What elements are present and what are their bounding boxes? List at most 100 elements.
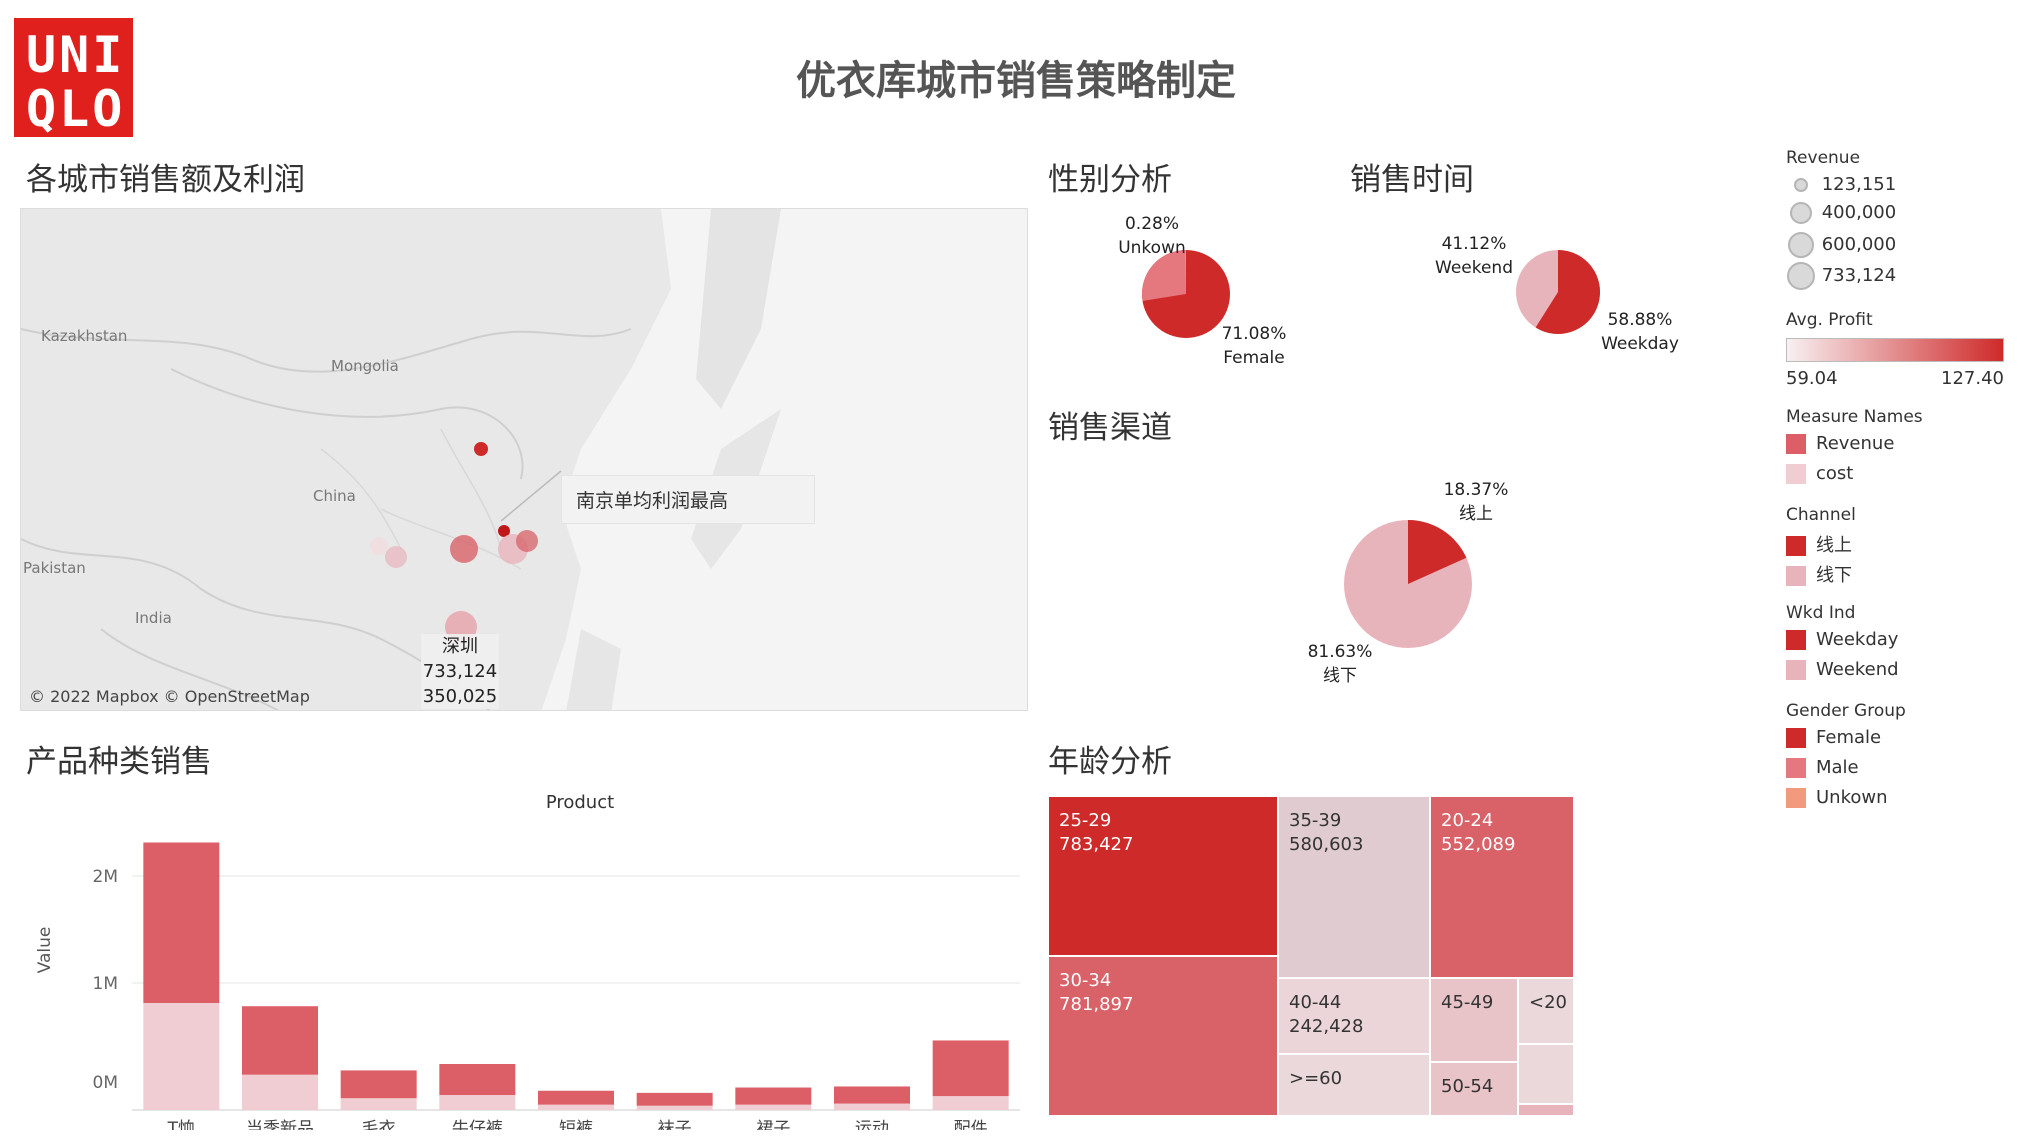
city-bubble[interactable] (516, 530, 538, 552)
profit-min: 59.04 (1786, 368, 1838, 389)
section-title-map: 各城市销售额及利润 (26, 162, 305, 198)
size-circle-icon (1788, 232, 1814, 258)
bar-cost (932, 1096, 1009, 1110)
time-weekend-label: 41.12% Weekend (1426, 232, 1522, 280)
treemap-cell[interactable] (1518, 1104, 1574, 1116)
product-bar-svg: Product Value 0M 1M 2M T恤 当季新品 毛衣 牛仔裤 短裤 袜子 裙子 运动 配件 (35, 792, 1020, 1136)
uniqlo-logo: UNI QLO (14, 18, 133, 137)
gender-unknown-label: 0.28% Unkown (1100, 212, 1204, 260)
treemap-cell[interactable]: 25-29 783,427 (1048, 796, 1278, 956)
map-label-kazakhstan: Kazakhstan (41, 327, 128, 345)
legend-gender-item[interactable]: Male (1786, 757, 2026, 781)
treemap-value-label: 781,897 (1059, 994, 1134, 1015)
legend-revenue-label: 400,000 (1821, 202, 1897, 223)
city-bubble[interactable] (370, 537, 388, 555)
gender-female-name: Female (1223, 348, 1285, 368)
legend-panel: Revenue 123,151 400,000 600,000 733,124 … (1786, 148, 2026, 811)
legend-gender-item[interactable]: Female (1786, 727, 2026, 751)
product-bar-chart[interactable]: Product Value 0M 1M 2M T恤 当季新品 毛衣 牛仔裤 短裤 袜子 裙子 运动 配件 (0, 790, 1030, 1136)
treemap-value-label: 242,428 (1289, 1016, 1364, 1037)
legend-measure-item[interactable]: Revenue (1786, 433, 2026, 457)
gender-pie-male[interactable] (1142, 250, 1186, 301)
legend-gender-title: Gender Group (1786, 701, 1906, 721)
bar-cost (242, 1074, 318, 1110)
legend-channel-item[interactable]: 线下 (1786, 561, 2026, 586)
color-swatch-icon (1786, 536, 1806, 556)
city-sales-map[interactable]: Kazakhstan Mongolia China Pakistan India… (20, 208, 1028, 711)
city-bubble[interactable] (450, 535, 478, 563)
bar-revenue (439, 1063, 516, 1096)
bar-cost (735, 1104, 812, 1110)
bar-revenue (636, 1092, 713, 1106)
bar-revenue (143, 842, 220, 1003)
gender-pie-chart[interactable] (1140, 248, 1232, 340)
bar-cost (340, 1098, 417, 1110)
treemap-age-label: 35-39 (1289, 810, 1342, 831)
legend-channel-item[interactable]: 线上 (1786, 531, 2026, 556)
legend-revenue-item[interactable]: 733,124 (1786, 262, 2026, 292)
treemap-age-label: >=60 (1289, 1068, 1343, 1089)
channel-offline-pct: 81.63% (1307, 642, 1373, 662)
bar-cost (439, 1095, 516, 1110)
treemap-age-label: 30-34 (1059, 970, 1112, 991)
city-bubble[interactable] (385, 546, 407, 568)
profit-range: 59.04 127.40 (1786, 368, 2004, 389)
bar-revenue (735, 1087, 812, 1105)
treemap-cell[interactable]: 40-44 242,428 (1278, 978, 1430, 1054)
city-bubble[interactable] (474, 442, 488, 456)
treemap-age-label: 50-54 (1441, 1076, 1494, 1097)
channel-pie-online[interactable] (1408, 520, 1467, 584)
bar-chart-title: Product (546, 792, 614, 813)
color-swatch-icon (1786, 728, 1806, 748)
city-bubble[interactable] (498, 525, 510, 537)
y-tick-label: 0M (93, 1073, 118, 1093)
legend-gender-label: Unkown (1816, 787, 1888, 808)
legend-measure-item[interactable]: cost (1786, 463, 2026, 487)
legend-gender-label: Male (1816, 757, 1859, 778)
y-axis-label: Value (35, 927, 55, 974)
gender-pie-unknown[interactable] (1185, 249, 1186, 294)
section-title-time: 销售时间 (1350, 162, 1474, 198)
map-background (21, 209, 1027, 710)
legend-measure-label: Revenue (1816, 433, 1895, 454)
size-circle-icon (1794, 178, 1808, 192)
legend-gender-item[interactable]: Unkown (1786, 787, 2026, 811)
treemap-cell[interactable]: <20 (1518, 978, 1574, 1044)
treemap-cell[interactable]: 35-39 580,603 (1278, 796, 1430, 978)
gender-female-label: 71.08% Female (1206, 322, 1302, 370)
profit-color-ramp[interactable] (1786, 338, 2004, 362)
legend-revenue-item[interactable]: 123,151 (1786, 174, 2026, 202)
treemap-value-label: 783,427 (1059, 834, 1134, 855)
x-tick-label: 裙子 (756, 1119, 790, 1130)
treemap-cell[interactable]: >=60 (1278, 1054, 1430, 1116)
treemap-age-label: 20-24 (1441, 810, 1494, 831)
legend-wkd-item[interactable]: Weekend (1786, 659, 2026, 683)
tooltip-city: 深圳 (442, 636, 478, 657)
time-pie-chart[interactable] (1514, 248, 1602, 336)
tooltip-profit: 350,025 (422, 686, 498, 707)
treemap-value-label: 552,089 (1441, 834, 1516, 855)
y-tick-label: 2M (93, 867, 118, 887)
time-weekend-pct: 41.12% (1441, 234, 1507, 254)
treemap-age-label: 45-49 (1441, 992, 1494, 1013)
channel-pie-chart[interactable] (1342, 518, 1474, 650)
age-treemap[interactable]: 25-29 783,427 35-39 580,603 20-24 552,089 30-3… (1048, 796, 1574, 1116)
map-label-india: India (135, 609, 172, 627)
color-swatch-icon (1786, 758, 1806, 778)
legend-measure-title: Measure Names (1786, 407, 1923, 427)
treemap-cell[interactable] (1518, 1044, 1574, 1104)
treemap-cell[interactable]: 30-34 781,897 (1048, 956, 1278, 1116)
map-label-china: China (313, 487, 356, 505)
treemap-cell[interactable]: 50-54 (1430, 1062, 1518, 1116)
legend-revenue-item[interactable]: 600,000 (1786, 232, 2026, 262)
legend-channel-title: Channel (1786, 505, 1856, 525)
map-attribution: © 2022 Mapbox © OpenStreetMap (29, 687, 310, 706)
legend-revenue-item[interactable]: 400,000 (1786, 202, 2026, 232)
legend-wkd-item[interactable]: Weekday (1786, 629, 2026, 653)
color-swatch-icon (1786, 464, 1806, 484)
treemap-cell[interactable]: 20-24 552,089 (1430, 796, 1574, 978)
legend-profit-title: Avg. Profit (1786, 310, 1873, 330)
treemap-cell[interactable]: 45-49 (1430, 978, 1518, 1062)
channel-online-name: 线上 (1459, 504, 1493, 524)
time-pie-weekday[interactable] (1535, 249, 1601, 334)
